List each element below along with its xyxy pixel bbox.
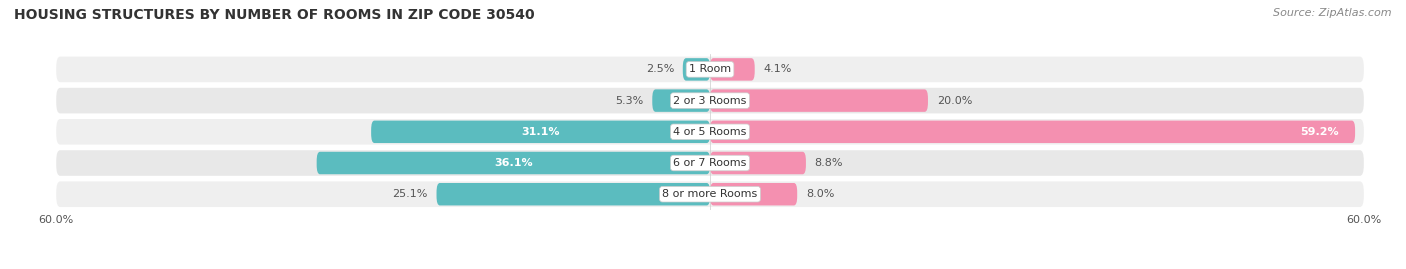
Text: 31.1%: 31.1% xyxy=(522,127,560,137)
Text: Source: ZipAtlas.com: Source: ZipAtlas.com xyxy=(1274,8,1392,18)
Text: 1 Room: 1 Room xyxy=(689,64,731,75)
Text: 4.1%: 4.1% xyxy=(763,64,792,75)
Text: 59.2%: 59.2% xyxy=(1301,127,1339,137)
Text: 2 or 3 Rooms: 2 or 3 Rooms xyxy=(673,95,747,106)
FancyBboxPatch shape xyxy=(710,89,928,112)
FancyBboxPatch shape xyxy=(56,181,1364,207)
Text: HOUSING STRUCTURES BY NUMBER OF ROOMS IN ZIP CODE 30540: HOUSING STRUCTURES BY NUMBER OF ROOMS IN… xyxy=(14,8,534,22)
Text: 8 or more Rooms: 8 or more Rooms xyxy=(662,189,758,199)
Text: 8.0%: 8.0% xyxy=(806,189,834,199)
Text: 2.5%: 2.5% xyxy=(645,64,673,75)
FancyBboxPatch shape xyxy=(652,89,710,112)
FancyBboxPatch shape xyxy=(710,58,755,81)
FancyBboxPatch shape xyxy=(710,183,797,206)
FancyBboxPatch shape xyxy=(56,56,1364,82)
Text: 25.1%: 25.1% xyxy=(392,189,427,199)
FancyBboxPatch shape xyxy=(710,152,806,174)
Text: 6 or 7 Rooms: 6 or 7 Rooms xyxy=(673,158,747,168)
Text: 20.0%: 20.0% xyxy=(936,95,972,106)
FancyBboxPatch shape xyxy=(56,150,1364,176)
Text: 4 or 5 Rooms: 4 or 5 Rooms xyxy=(673,127,747,137)
FancyBboxPatch shape xyxy=(56,88,1364,114)
FancyBboxPatch shape xyxy=(56,119,1364,145)
FancyBboxPatch shape xyxy=(683,58,710,81)
Text: 5.3%: 5.3% xyxy=(616,95,644,106)
FancyBboxPatch shape xyxy=(316,152,710,174)
Text: 36.1%: 36.1% xyxy=(494,158,533,168)
FancyBboxPatch shape xyxy=(710,121,1355,143)
FancyBboxPatch shape xyxy=(436,183,710,206)
Text: 8.8%: 8.8% xyxy=(814,158,844,168)
FancyBboxPatch shape xyxy=(371,121,710,143)
